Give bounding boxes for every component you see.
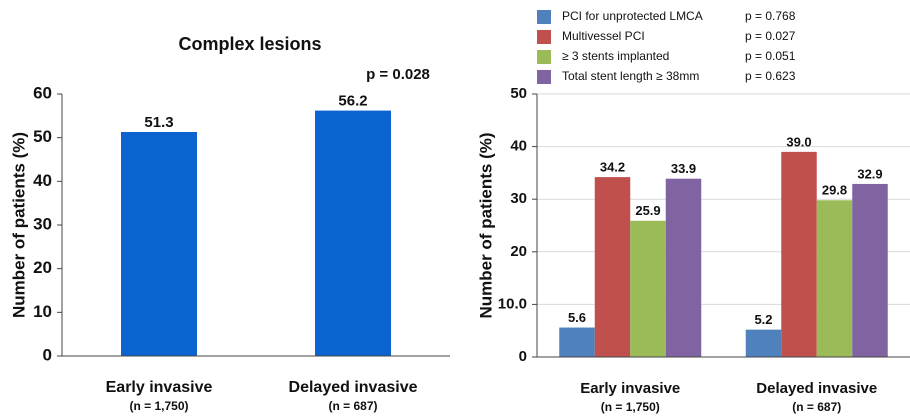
x-tick-label: Delayed invasive: [756, 380, 877, 397]
legend-label: Multivessel PCI: [562, 29, 645, 43]
chart-title: Complex lesions: [178, 34, 321, 54]
bar: [745, 329, 782, 357]
y-tick-label: 50: [510, 85, 527, 102]
bar: [816, 200, 853, 357]
data-label: 39.0: [786, 134, 811, 149]
data-label: 34.2: [600, 160, 625, 175]
bar: [630, 220, 666, 357]
y-tick-label: 20: [510, 243, 527, 260]
y-tick-label: 0: [43, 345, 52, 364]
data-label: 32.9: [857, 166, 882, 181]
data-label: 56.2: [338, 93, 367, 110]
legend-note: p = 0.027: [745, 29, 796, 43]
y-tick-label: 20: [33, 258, 52, 277]
y-axis-label: Number of patients (%): [476, 132, 495, 318]
legend-swatch: [537, 10, 551, 24]
data-label: 29.8: [822, 183, 847, 198]
data-label: 5.6: [568, 310, 586, 325]
bar: [852, 183, 888, 357]
bar: [594, 177, 631, 357]
x-tick-sublabel: (n = 687): [328, 399, 377, 413]
x-tick-sublabel: (n = 1,750): [129, 399, 188, 413]
bar: [781, 151, 817, 357]
bar: [559, 327, 595, 357]
x-tick-label: Delayed invasive: [289, 379, 418, 396]
y-tick-label: 60: [33, 83, 52, 102]
y-tick-label: 40: [33, 171, 52, 190]
y-tick-label: 10.0: [498, 295, 527, 312]
legend-label: PCI for unprotected LMCA: [562, 9, 703, 23]
bar: [315, 110, 391, 357]
x-tick-label: Early invasive: [580, 380, 680, 397]
x-tick-sublabel: (n = 687): [792, 400, 841, 414]
legend-note: p = 0.768: [745, 9, 796, 23]
legend-label: Total stent length ≥ 38mm: [562, 69, 699, 83]
y-tick-label: 10: [33, 302, 52, 321]
legend-label: ≥ 3 stents implanted: [562, 49, 669, 63]
y-tick-label: 40: [510, 138, 527, 155]
x-tick-sublabel: (n = 1,750): [601, 400, 660, 414]
data-label: 5.2: [754, 312, 772, 327]
legend-swatch: [537, 70, 551, 84]
y-tick-label: 30: [510, 190, 527, 207]
legend-note: p = 0.623: [745, 69, 796, 83]
x-tick-label: Early invasive: [106, 379, 213, 396]
legend-note: p = 0.051: [745, 49, 796, 63]
data-label: 25.9: [635, 203, 660, 218]
y-tick-label: 50: [33, 127, 52, 146]
bar: [121, 131, 197, 356]
legend-swatch: [537, 50, 551, 64]
y-tick-label: 0: [519, 348, 527, 365]
y-axis-label: Number of patients (%): [9, 132, 28, 318]
y-tick-label: 30: [33, 214, 52, 233]
annotation: p = 0.028: [366, 66, 430, 83]
bar: [665, 178, 702, 357]
legend-swatch: [537, 30, 551, 44]
data-label: 33.9: [671, 161, 696, 176]
data-label: 51.3: [144, 114, 173, 131]
